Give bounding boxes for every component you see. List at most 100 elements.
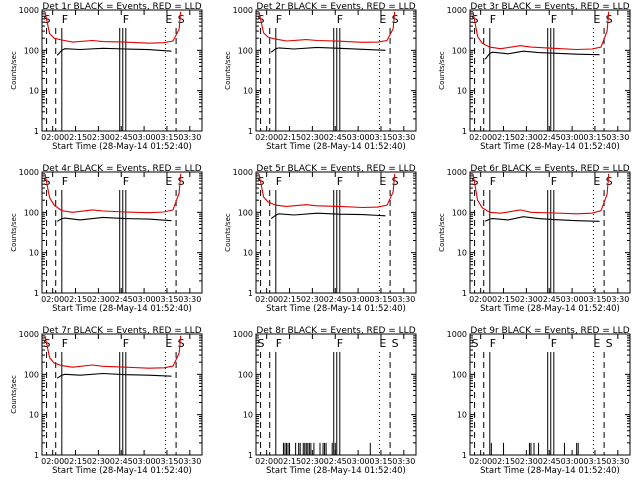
x-tick-label: 02:45: [538, 457, 561, 466]
event-marker: S: [178, 337, 185, 350]
x-axis-label: Start Time (28-May-14 01:52:40): [52, 304, 192, 314]
x-axis-label: Start Time (28-May-14 01:52:40): [52, 142, 192, 152]
chart-panel-9: Det 9r BLACK = Events, RED = LLD 1 10 100 10…: [447, 326, 631, 476]
x-tick-label: 03:00: [561, 457, 584, 466]
y-tick-label: 10: [457, 87, 467, 96]
event-marker: F: [551, 13, 557, 26]
event-marker: S: [606, 175, 613, 188]
y-tick-label: 1: [462, 289, 467, 298]
x-tick-label: 03:30: [178, 457, 201, 466]
x-tick-label: 03:30: [178, 133, 201, 142]
y-tick-label: 1: [248, 451, 253, 460]
events-series-line: [484, 216, 600, 222]
x-tick-label: 03:30: [606, 295, 629, 304]
events-series-line: [56, 372, 172, 379]
events-series-line: [56, 47, 172, 56]
x-tick-label: 03:15: [155, 457, 178, 466]
y-tick-label: 10: [243, 87, 253, 96]
x-tick-label: 02:45: [110, 133, 133, 142]
x-tick-label: 02:30: [87, 457, 110, 466]
x-tick-label: 02:15: [64, 457, 87, 466]
chart-title: Det 6r BLACK = Events, RED = LLD: [470, 164, 629, 174]
event-marker: S: [472, 175, 479, 188]
x-tick-label: 03:30: [392, 457, 415, 466]
y-tick-label: 10: [457, 411, 467, 420]
event-marker: S: [178, 175, 185, 188]
x-tick-label: 03:30: [606, 133, 629, 142]
lld-series-line: [44, 173, 182, 214]
chart-title: Det 5r BLACK = Events, RED = LLD: [256, 164, 415, 174]
x-tick-label: 03:15: [369, 295, 392, 304]
x-tick-label: 02:30: [87, 295, 110, 304]
event-marker: F: [490, 337, 496, 350]
y-tick-label: 100: [238, 370, 253, 379]
x-tick-label: 03:30: [606, 457, 629, 466]
event-marker: E: [165, 337, 172, 350]
event-marker: F: [62, 13, 68, 26]
y-tick-label: 100: [24, 46, 39, 55]
x-tick-label: 03:15: [155, 295, 178, 304]
y-tick-label: 1: [34, 451, 39, 460]
x-tick-label: 03:00: [133, 295, 156, 304]
chart-panel-8: Det 8r BLACK = Events, RED = LLD 1 10 100 10…: [233, 326, 417, 476]
y-tick-label: 10: [243, 249, 253, 258]
event-marker: F: [337, 175, 343, 188]
x-tick-label: 02:30: [301, 295, 324, 304]
y-axis-label: Counts/sec: [10, 51, 18, 90]
chart-panel-4: Det 4r BLACK = Events, RED = LLD 1 10 100 10…: [10, 164, 203, 314]
y-tick-label: 1000: [447, 6, 467, 15]
y-tick-label: 1000: [447, 330, 467, 339]
y-tick-label: 100: [452, 208, 467, 217]
event-marker: E: [593, 337, 600, 350]
chart-panel-7: Det 7r BLACK = Events, RED = LLD 1 10 100 10…: [10, 326, 203, 476]
lld-series-line: [258, 11, 396, 43]
chart-title: Det 2r BLACK = Events, RED = LLD: [256, 2, 415, 12]
x-tick-label: 02:15: [492, 457, 515, 466]
chart-title: Det 8r BLACK = Events, RED = LLD: [256, 326, 415, 336]
x-tick-label: 02:30: [301, 457, 324, 466]
plot-frame: [255, 171, 417, 294]
event-marker: S: [258, 337, 265, 350]
y-tick-label: 10: [29, 411, 39, 420]
x-tick-label: 03:15: [583, 457, 606, 466]
x-tick-label: 02:00: [469, 133, 492, 142]
event-marker: F: [490, 175, 496, 188]
chart-title: Det 9r BLACK = Events, RED = LLD: [470, 326, 629, 336]
x-tick-label: 02:45: [324, 295, 347, 304]
x-tick-label: 02:15: [278, 295, 301, 304]
y-tick-label: 1: [462, 127, 467, 136]
plot-frame: [469, 171, 631, 294]
event-marker: F: [123, 13, 129, 26]
chart-panel-6: Det 6r BLACK = Events, RED = LLD 1 10 100 10…: [438, 164, 631, 314]
event-marker: E: [593, 13, 600, 26]
event-marker: S: [606, 13, 613, 26]
x-tick-label: 02:15: [278, 133, 301, 142]
event-marker: F: [123, 337, 129, 350]
event-marker: S: [606, 337, 613, 350]
x-tick-label: 03:00: [347, 295, 370, 304]
x-tick-label: 03:30: [392, 295, 415, 304]
y-tick-label: 1000: [19, 6, 39, 15]
x-tick-label: 03:15: [583, 133, 606, 142]
y-tick-label: 1000: [19, 168, 39, 177]
plot-frame: [469, 9, 631, 132]
x-tick-label: 02:00: [255, 133, 278, 142]
y-axis-label: Counts/sec: [438, 51, 446, 90]
x-tick-label: 02:30: [301, 133, 324, 142]
y-tick-label: 1000: [447, 168, 467, 177]
plot-frame: [41, 171, 203, 294]
y-axis-label: Counts/sec: [10, 375, 18, 414]
event-marker: F: [123, 175, 129, 188]
x-axis-label: Start Time (28-May-14 01:52:40): [266, 304, 406, 314]
event-marker: F: [490, 13, 496, 26]
lld-series-line: [44, 11, 182, 44]
y-axis-label: Counts/sec: [224, 51, 232, 90]
plot-frame: [255, 9, 417, 132]
x-tick-label: 03:00: [561, 133, 584, 142]
x-tick-label: 03:00: [347, 457, 370, 466]
lld-series-line: [44, 335, 182, 369]
x-tick-label: 02:00: [255, 295, 278, 304]
y-axis-label: Counts/sec: [438, 213, 446, 252]
x-tick-label: 02:00: [41, 457, 64, 466]
event-marker: S: [472, 337, 479, 350]
